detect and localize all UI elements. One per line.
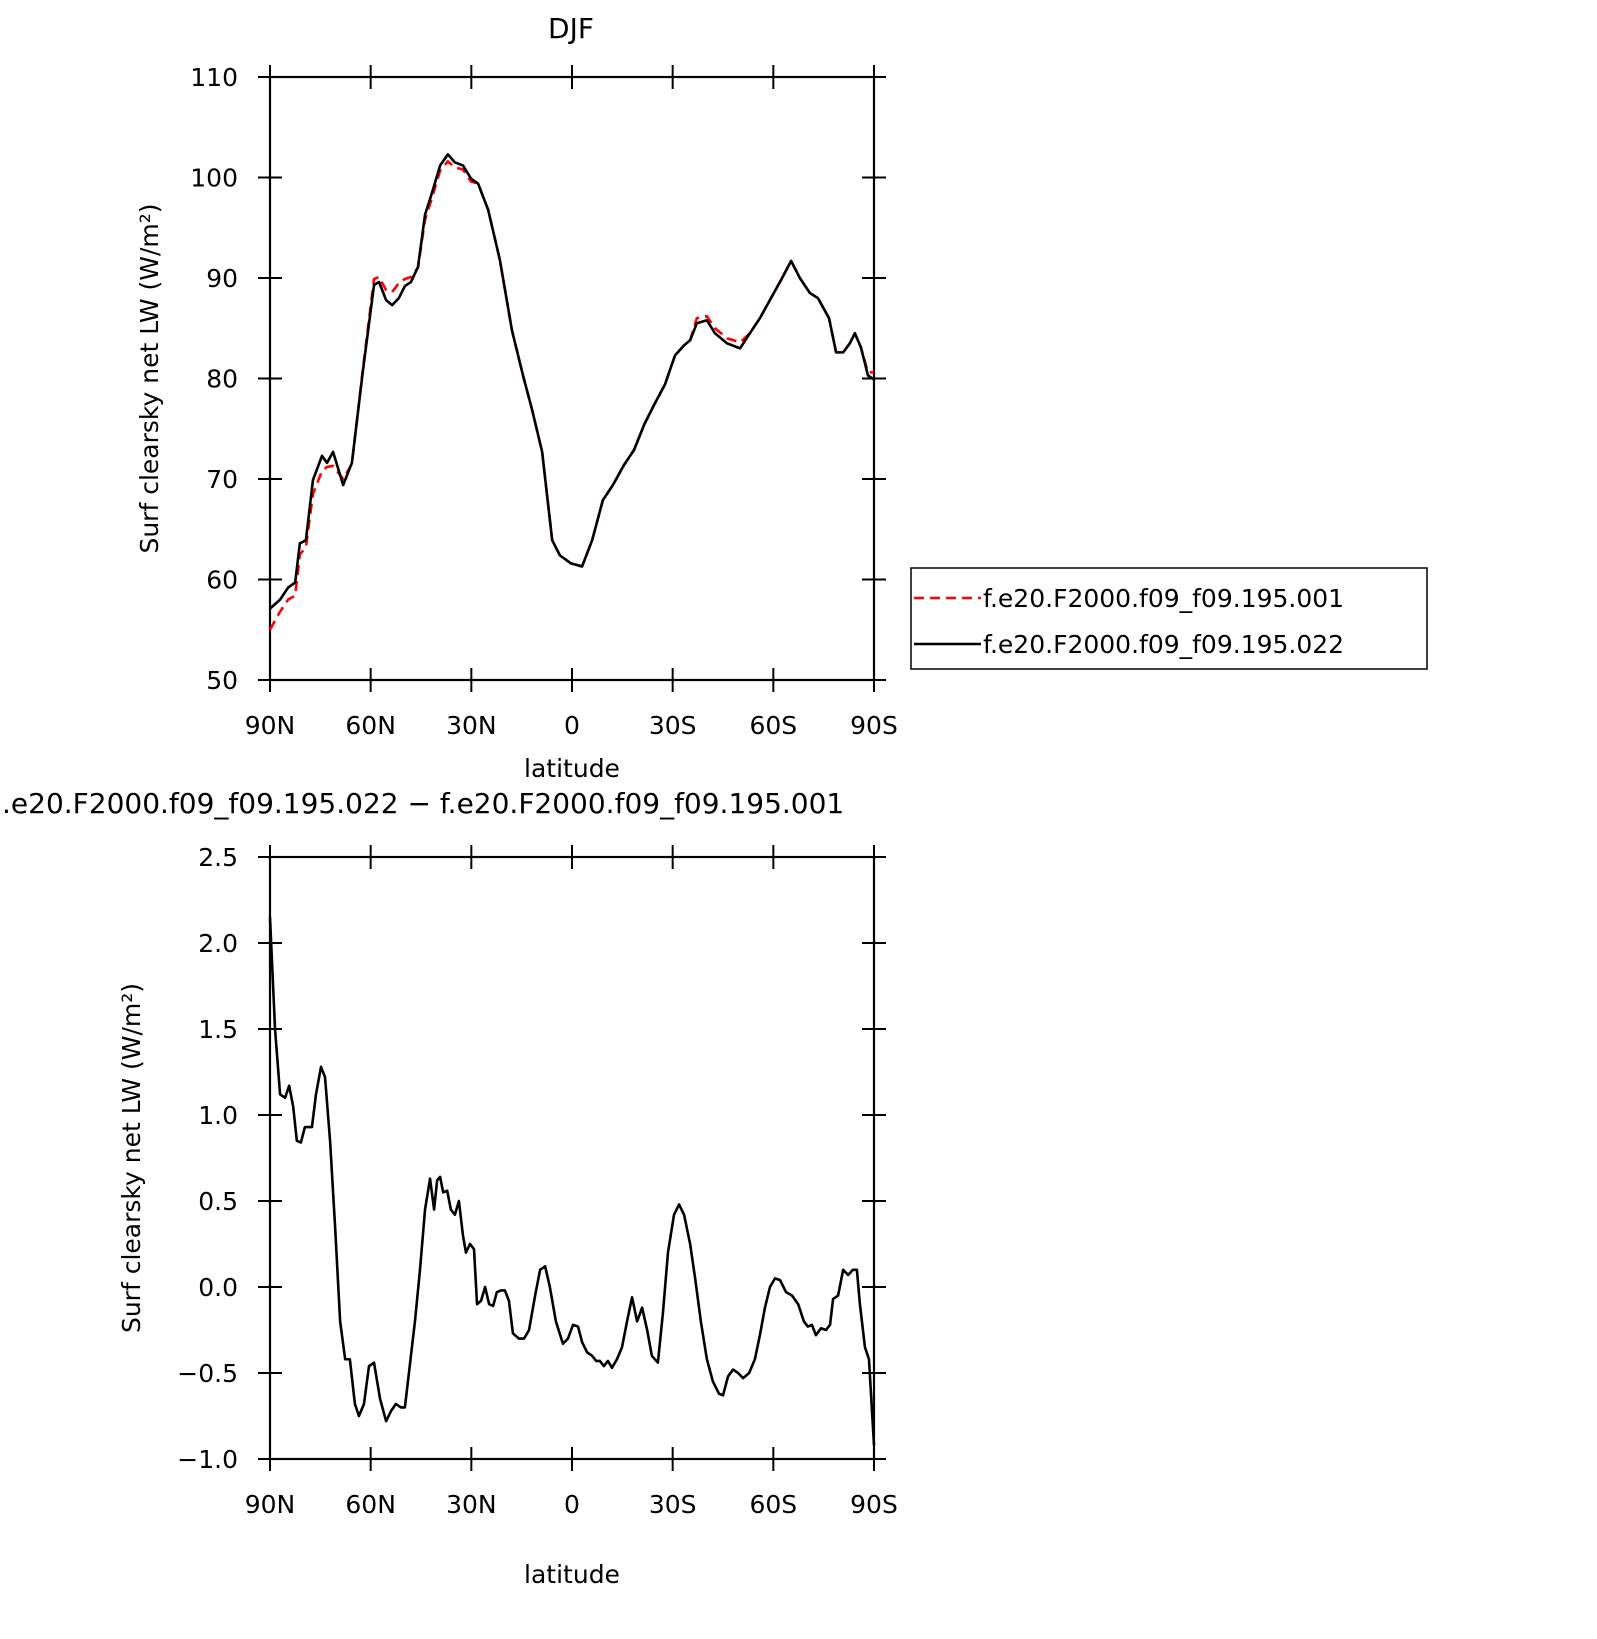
y-tick-label: 90 (206, 264, 238, 293)
x-tick-label: 90S (850, 711, 898, 740)
data-line (269, 153, 875, 610)
x-tick-label: 60N (345, 711, 396, 740)
data-line (268, 917, 876, 1446)
y-tick-label: 1.0 (198, 1101, 238, 1130)
y-tick-label: −1.0 (177, 1445, 238, 1474)
y-tick-label: 110 (190, 63, 238, 92)
x-tick-label: 60S (749, 711, 797, 740)
y-tick-label: 80 (206, 365, 238, 394)
y-tick-label: 70 (206, 465, 238, 494)
y-tick-label: 0.5 (198, 1187, 238, 1216)
x-tick-label: 60S (749, 1490, 797, 1519)
x-axis-label: latitude (524, 1560, 620, 1589)
legend-box (910, 567, 1428, 670)
legend-label: f.e20.F2000.f09_f09.195.001 (983, 584, 1344, 613)
y-tick-label: −0.5 (177, 1359, 238, 1388)
x-tick-label: 0 (564, 1490, 580, 1519)
x-tick-label: 60N (345, 1490, 396, 1519)
y-tick-label: 2.0 (198, 929, 238, 958)
chart-title: DJF (548, 12, 594, 45)
y-tick-label: 1.5 (198, 1015, 238, 1044)
x-tick-label: 30N (446, 1490, 497, 1519)
y-axis-label: Surf clearsky net LW (W/m²) (135, 203, 164, 553)
x-tick-label: 0 (564, 711, 580, 740)
y-tick-label: 60 (206, 566, 238, 595)
x-tick-label: 90N (245, 711, 296, 740)
x-tick-label: 30S (649, 1490, 697, 1519)
x-tick-label: 30S (649, 711, 697, 740)
y-tick-label: 50 (206, 666, 238, 695)
x-axis-label: latitude (524, 754, 620, 783)
y-tick-label: 2.5 (198, 843, 238, 872)
x-tick-label: 90S (850, 1490, 898, 1519)
x-tick-label: 30N (446, 711, 497, 740)
y-tick-label: 0.0 (198, 1273, 238, 1302)
y-axis-label: Surf clearsky net LW (W/m²) (117, 983, 146, 1333)
x-tick-label: 90N (245, 1490, 296, 1519)
chart-title: .e20.F2000.f09_f09.195.022 − f.e20.F2000… (2, 787, 844, 820)
plot-frame (268, 855, 876, 1461)
legend-label: f.e20.F2000.f09_f09.195.022 (983, 630, 1344, 659)
y-tick-label: 100 (190, 164, 238, 193)
